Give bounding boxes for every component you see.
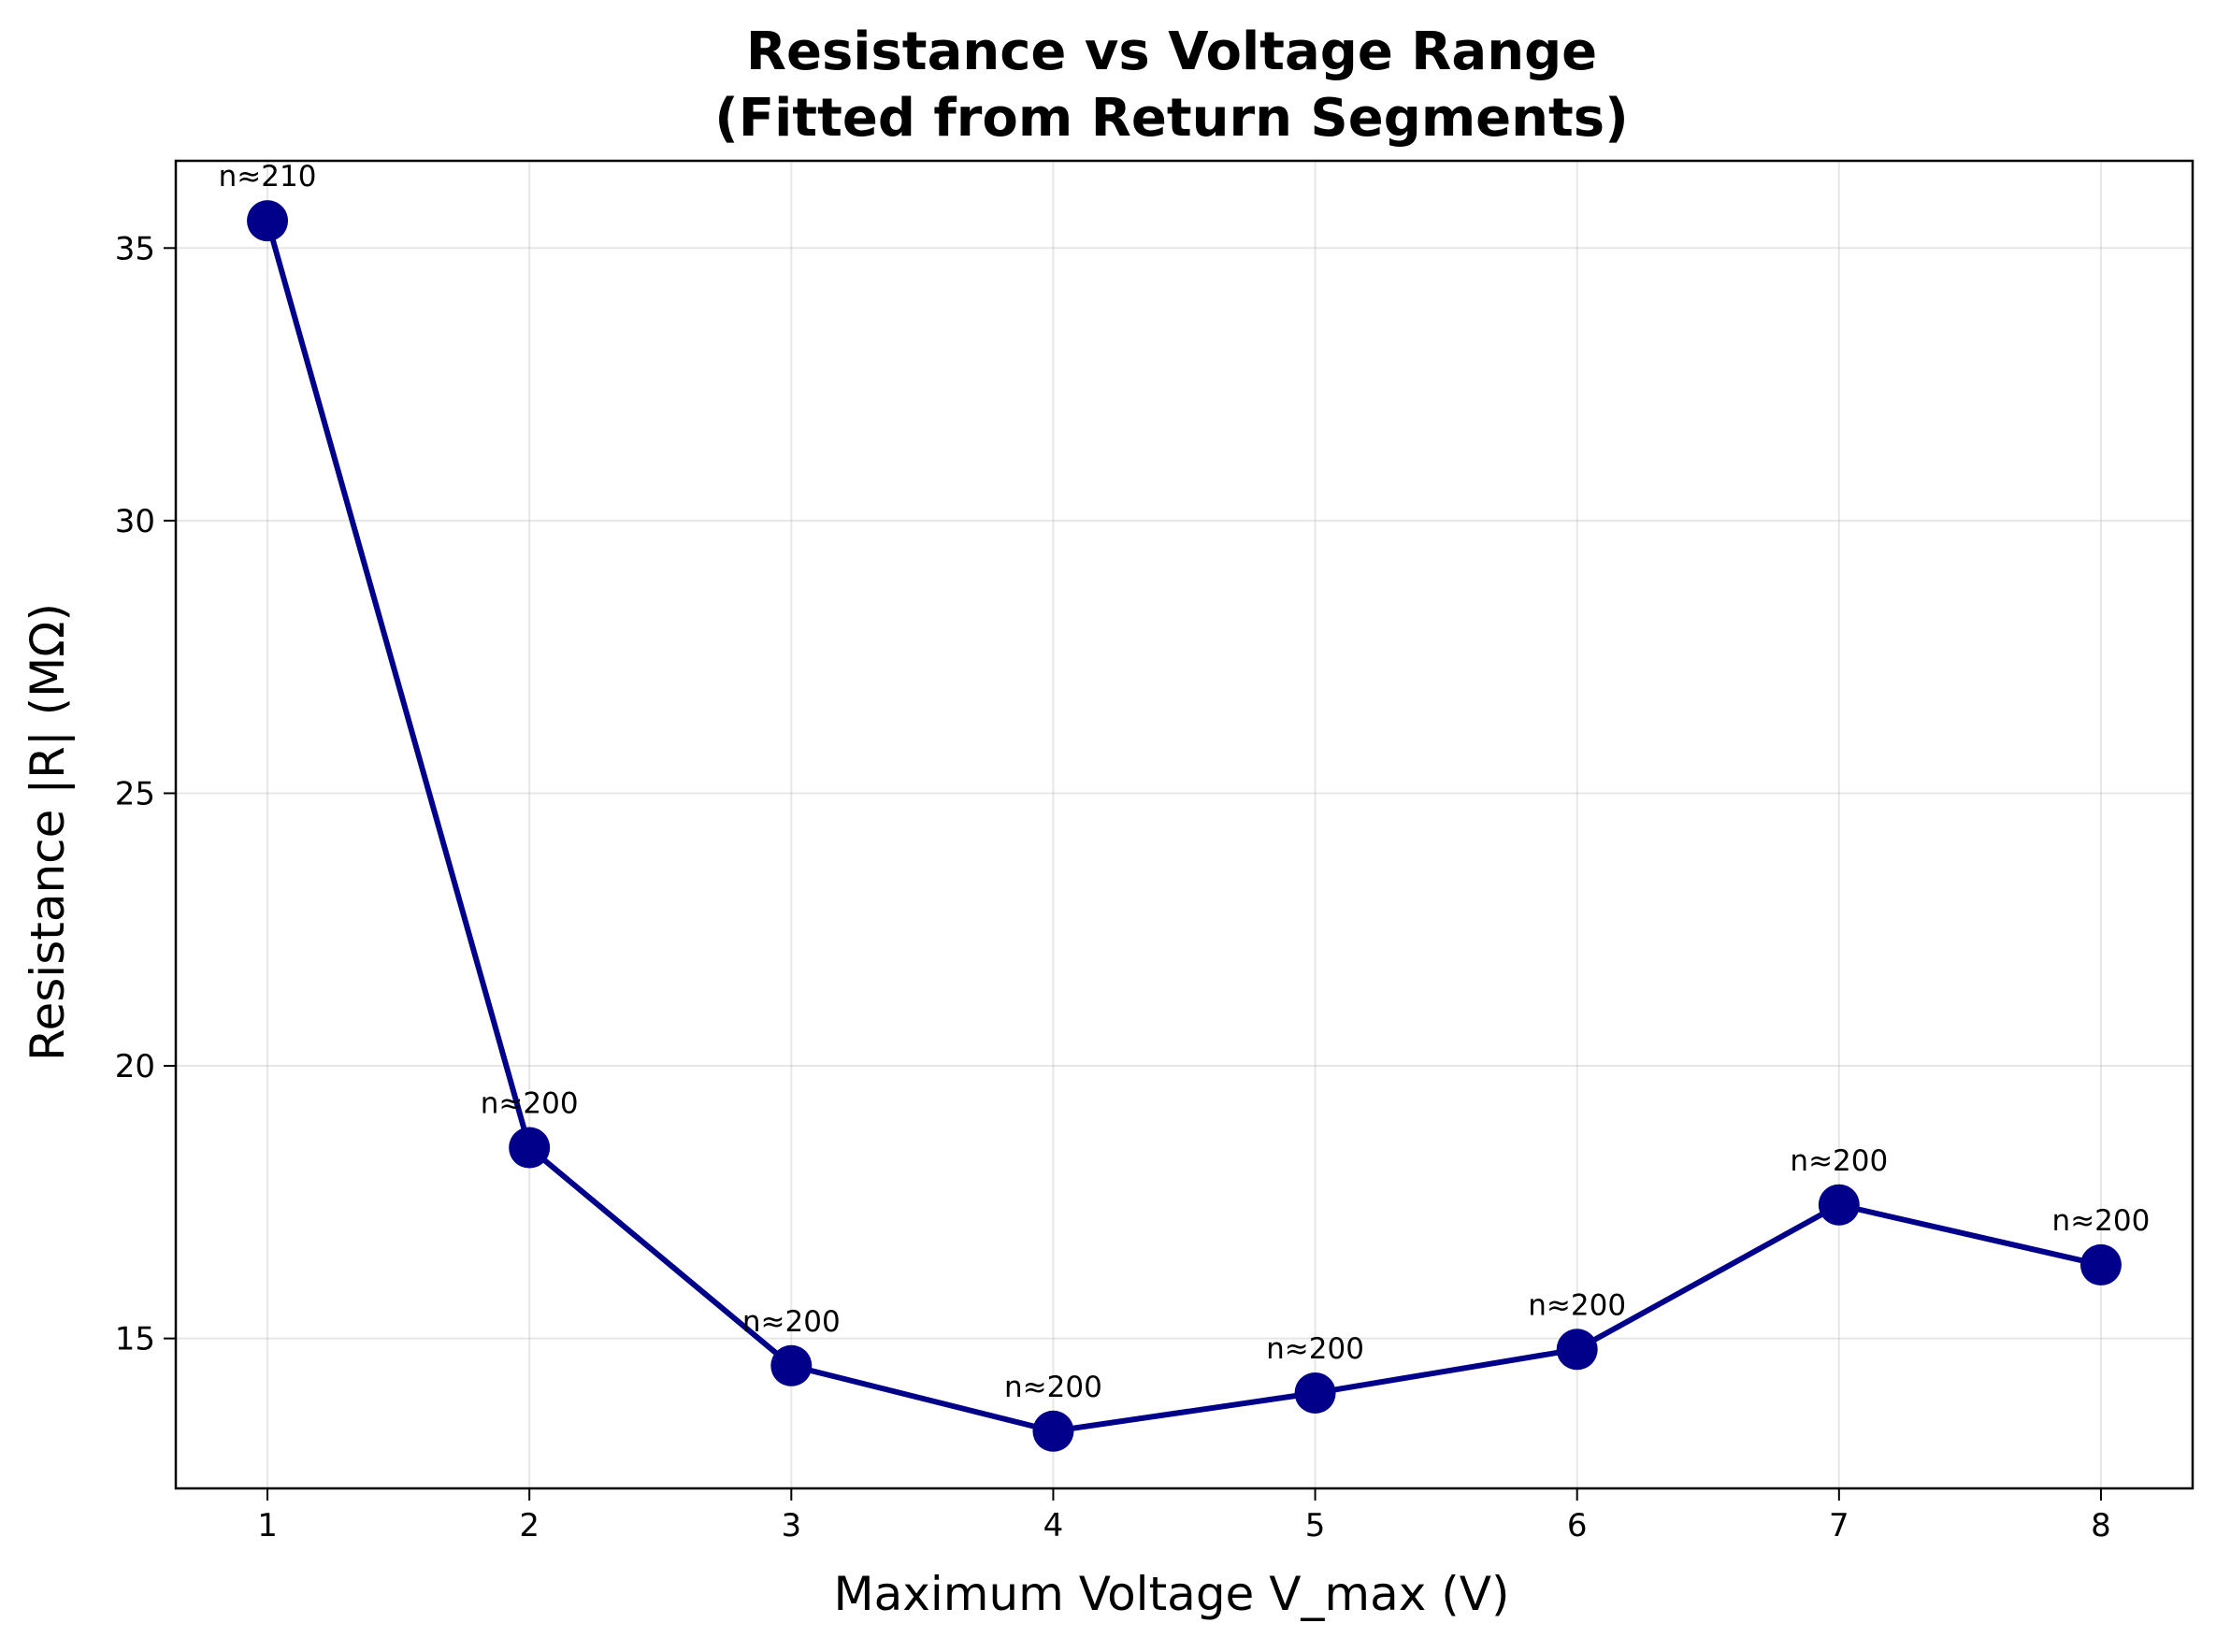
- chart-title: Resistance vs Voltage Range: [746, 22, 1597, 82]
- point-annotation: n≈200: [1004, 1371, 1102, 1404]
- x-tick-label: 3: [781, 1507, 801, 1544]
- data-point: [509, 1127, 551, 1169]
- point-annotation: n≈210: [219, 160, 317, 194]
- x-tick-label: 6: [1567, 1507, 1588, 1544]
- x-tick-label: 7: [1829, 1507, 1849, 1544]
- y-axis-label: Resistance |R| (MΩ): [21, 603, 75, 1061]
- series-layer: [247, 200, 2122, 1452]
- data-point: [1032, 1410, 1074, 1452]
- point-annotation: n≈200: [1266, 1332, 1364, 1366]
- point-annotation: n≈200: [2052, 1204, 2151, 1238]
- x-axis-label: Maximum Voltage V_max (V): [834, 1567, 1510, 1621]
- y-tick-label: 25: [115, 775, 155, 812]
- x-tick-label: 1: [257, 1507, 278, 1544]
- data-point: [2079, 1243, 2122, 1286]
- x-tick-label: 2: [519, 1507, 540, 1544]
- y-tick-label: 30: [115, 503, 155, 540]
- point-annotation: n≈200: [1790, 1144, 1888, 1178]
- data-point: [1818, 1184, 1860, 1226]
- tick-layer: 1 2 3 4 5 6 7 8 15 20 25 30 35: [115, 230, 2111, 1544]
- x-tick-label: 5: [1305, 1507, 1326, 1544]
- data-point: [770, 1344, 813, 1386]
- x-tick-label: 4: [1043, 1507, 1064, 1544]
- point-annotation: n≈200: [1528, 1288, 1626, 1322]
- data-point: [247, 200, 289, 242]
- series-line: [265, 220, 2102, 1434]
- data-point: [1556, 1329, 1598, 1371]
- x-tick-label: 8: [2091, 1507, 2111, 1544]
- y-tick-label: 20: [115, 1048, 155, 1085]
- plot-area-frame: [174, 159, 2194, 1490]
- annotation-layer: n≈210 n≈200 n≈200 n≈200 n≈200 n≈200 n≈200 n≈200: [219, 160, 2151, 1404]
- chart-subtitle: (Fitted from Return Segments): [714, 88, 1628, 149]
- grid: [176, 161, 2193, 1488]
- y-tick-label: 35: [115, 230, 155, 267]
- point-annotation: n≈200: [742, 1305, 841, 1339]
- y-tick-label: 15: [115, 1321, 155, 1358]
- data-point: [1294, 1372, 1336, 1414]
- point-annotation: n≈200: [481, 1087, 579, 1121]
